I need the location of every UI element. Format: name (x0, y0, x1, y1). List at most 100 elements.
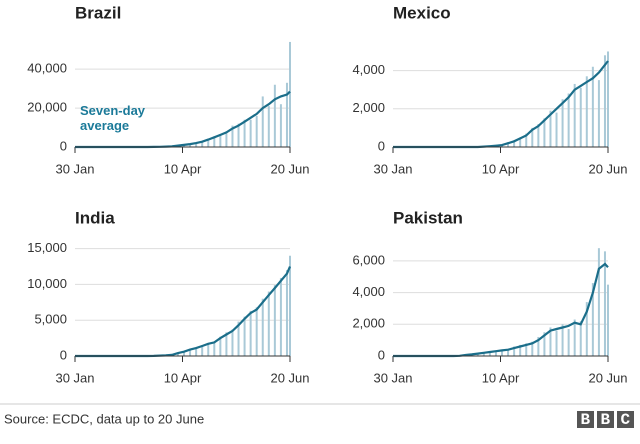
bar (231, 125, 234, 147)
bar (255, 115, 258, 147)
bar (225, 133, 228, 147)
bar (279, 104, 282, 147)
bar (273, 285, 276, 356)
bar (255, 307, 258, 356)
y-tick-label: 4,000 (352, 62, 385, 77)
bar (549, 327, 552, 356)
y-tick-label: 15,000 (27, 240, 67, 255)
y-tick-label: 2,000 (352, 100, 385, 115)
bar (537, 336, 540, 356)
y-tick-label: 40,000 (27, 61, 67, 76)
bar (507, 348, 510, 356)
bar (273, 84, 276, 147)
bar (573, 83, 576, 147)
source: Source: ECDC, data up to 20 June (4, 411, 204, 426)
bar (531, 341, 534, 356)
y-tick-label: 0 (378, 347, 385, 362)
bar (207, 343, 210, 356)
bar (591, 66, 594, 147)
average-line (393, 60, 609, 149)
bar (231, 329, 234, 356)
x-tick-label: 10 Apr (164, 370, 202, 385)
bar (561, 324, 564, 356)
bar (543, 332, 546, 356)
bar (201, 141, 204, 147)
bar (507, 142, 510, 147)
bar (579, 87, 582, 147)
bar (591, 283, 594, 356)
bar (237, 123, 240, 147)
bar (585, 76, 588, 147)
bar (195, 347, 198, 356)
bar (513, 346, 516, 356)
bar (237, 321, 240, 356)
y-tick-label: 0 (378, 138, 385, 153)
bar (183, 350, 186, 356)
bar (597, 248, 600, 356)
bar (549, 110, 552, 147)
bar (195, 142, 198, 147)
bar (285, 270, 288, 356)
bar (267, 291, 270, 356)
bar (525, 343, 528, 356)
logo-box (597, 411, 614, 428)
x-tick-label: 30 Jan (55, 370, 94, 385)
x-tick-label: 30 Jan (373, 161, 412, 176)
x-tick-label: 30 Jan (373, 370, 412, 385)
bar (525, 133, 528, 147)
bar (219, 336, 222, 356)
bar (607, 51, 609, 147)
bar (189, 348, 192, 356)
bar (261, 298, 264, 356)
bar (519, 344, 522, 356)
bar (561, 99, 564, 147)
bar (189, 144, 192, 147)
y-tick-label: 20,000 (27, 100, 67, 115)
bar (243, 119, 246, 147)
bar (289, 255, 291, 356)
bar (249, 310, 252, 356)
bar (267, 106, 270, 147)
bar (579, 321, 582, 356)
panel-title: Brazil (75, 3, 121, 22)
bar (603, 251, 606, 356)
logo-box (577, 411, 594, 428)
bar (261, 96, 264, 147)
bar (494, 350, 497, 356)
y-tick-label: 2,000 (352, 316, 385, 331)
x-tick-label: 20 Jun (588, 161, 627, 176)
bar (555, 112, 558, 147)
bar (555, 330, 558, 356)
y-tick-label: 0 (60, 138, 67, 153)
bar (573, 319, 576, 356)
logo: BBC (581, 411, 640, 429)
bar (225, 332, 228, 356)
logo-box (617, 411, 634, 428)
bar (279, 277, 282, 356)
bar (543, 118, 546, 147)
bar (213, 136, 216, 147)
bar (597, 80, 600, 147)
bar (201, 345, 204, 356)
bar (567, 329, 570, 356)
x-tick-label: 20 Jun (270, 161, 309, 176)
bar (513, 140, 516, 147)
panel-title: India (75, 208, 115, 227)
x-tick-label: 10 Apr (482, 370, 520, 385)
bar (482, 352, 485, 356)
bar (519, 137, 522, 147)
average-line (393, 262, 609, 358)
bar (249, 119, 252, 147)
y-tick-label: 4,000 (352, 284, 385, 299)
x-tick-label: 20 Jun (588, 370, 627, 385)
panel-title: Mexico (393, 3, 451, 22)
bar (219, 134, 222, 147)
panel-title: Pakistan (393, 208, 463, 227)
y-tick-label: 5,000 (34, 312, 67, 327)
bar (567, 93, 570, 147)
x-tick-label: 20 Jun (270, 370, 309, 385)
bar (213, 341, 216, 356)
bar (285, 82, 288, 147)
bar (488, 351, 491, 356)
